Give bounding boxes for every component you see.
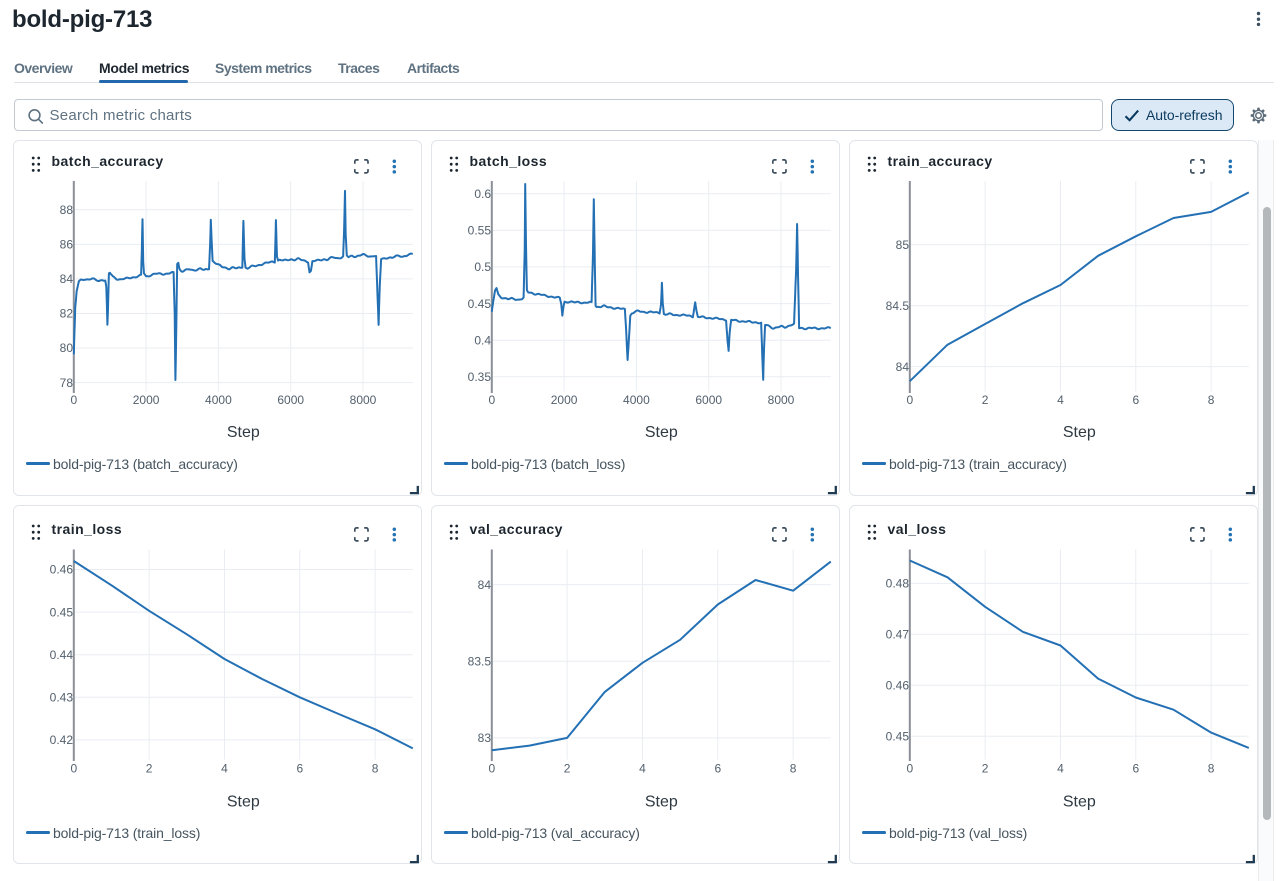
svg-text:4: 4 [639,762,646,776]
svg-text:0.46: 0.46 [50,563,74,577]
svg-text:0: 0 [70,762,77,776]
svg-text:0.5: 0.5 [474,260,491,274]
svg-text:Step: Step [1063,793,1096,810]
svg-text:6: 6 [1132,762,1139,776]
svg-text:2: 2 [564,762,571,776]
svg-text:6000: 6000 [277,393,304,407]
svg-text:4000: 4000 [623,393,650,407]
svg-text:0.45: 0.45 [886,729,910,743]
svg-text:0.4: 0.4 [474,333,491,347]
svg-text:0.47: 0.47 [886,628,910,642]
svg-text:8: 8 [1208,762,1215,776]
svg-text:2000: 2000 [551,393,578,407]
svg-text:0.6: 0.6 [474,187,491,201]
svg-text:84: 84 [60,272,74,286]
svg-text:86: 86 [60,238,74,252]
svg-text:2: 2 [982,393,989,407]
svg-text:0: 0 [906,393,913,407]
svg-text:2: 2 [146,762,153,776]
svg-text:84: 84 [478,578,492,592]
svg-text:8: 8 [1208,393,1215,407]
svg-text:84: 84 [896,360,910,374]
svg-text:83.5: 83.5 [468,654,492,668]
svg-text:0.35: 0.35 [468,370,492,384]
svg-text:84.5: 84.5 [886,299,910,313]
svg-text:4: 4 [1057,393,1064,407]
svg-text:8000: 8000 [768,393,795,407]
svg-text:6000: 6000 [695,393,722,407]
svg-text:78: 78 [60,376,74,390]
svg-text:0.44: 0.44 [50,648,74,662]
svg-text:83: 83 [478,731,492,745]
svg-text:8: 8 [790,762,797,776]
svg-text:0: 0 [906,762,913,776]
svg-text:0.45: 0.45 [468,297,492,311]
svg-text:0.43: 0.43 [50,691,74,705]
svg-text:85: 85 [896,238,910,252]
svg-text:6: 6 [714,762,721,776]
svg-text:4000: 4000 [205,393,232,407]
svg-text:0: 0 [70,393,77,407]
svg-text:88: 88 [60,203,74,217]
svg-text:80: 80 [60,341,74,355]
svg-text:6: 6 [1132,393,1139,407]
svg-text:Step: Step [645,793,678,810]
svg-text:82: 82 [60,307,74,321]
svg-text:4: 4 [1057,762,1064,776]
svg-text:0: 0 [488,393,495,407]
svg-text:0.55: 0.55 [468,224,492,238]
svg-text:2000: 2000 [133,393,160,407]
svg-text:Step: Step [227,424,260,441]
svg-text:2: 2 [982,762,989,776]
svg-text:8000: 8000 [350,393,377,407]
svg-text:4: 4 [221,762,228,776]
svg-text:6: 6 [296,762,303,776]
svg-text:0: 0 [488,762,495,776]
svg-text:0.42: 0.42 [50,733,74,747]
svg-text:0.46: 0.46 [886,679,910,693]
svg-text:Step: Step [1063,424,1096,441]
svg-text:0.45: 0.45 [50,605,74,619]
svg-text:Step: Step [227,793,260,810]
svg-text:8: 8 [372,762,379,776]
svg-text:0.48: 0.48 [886,577,910,591]
svg-text:Step: Step [645,424,678,441]
